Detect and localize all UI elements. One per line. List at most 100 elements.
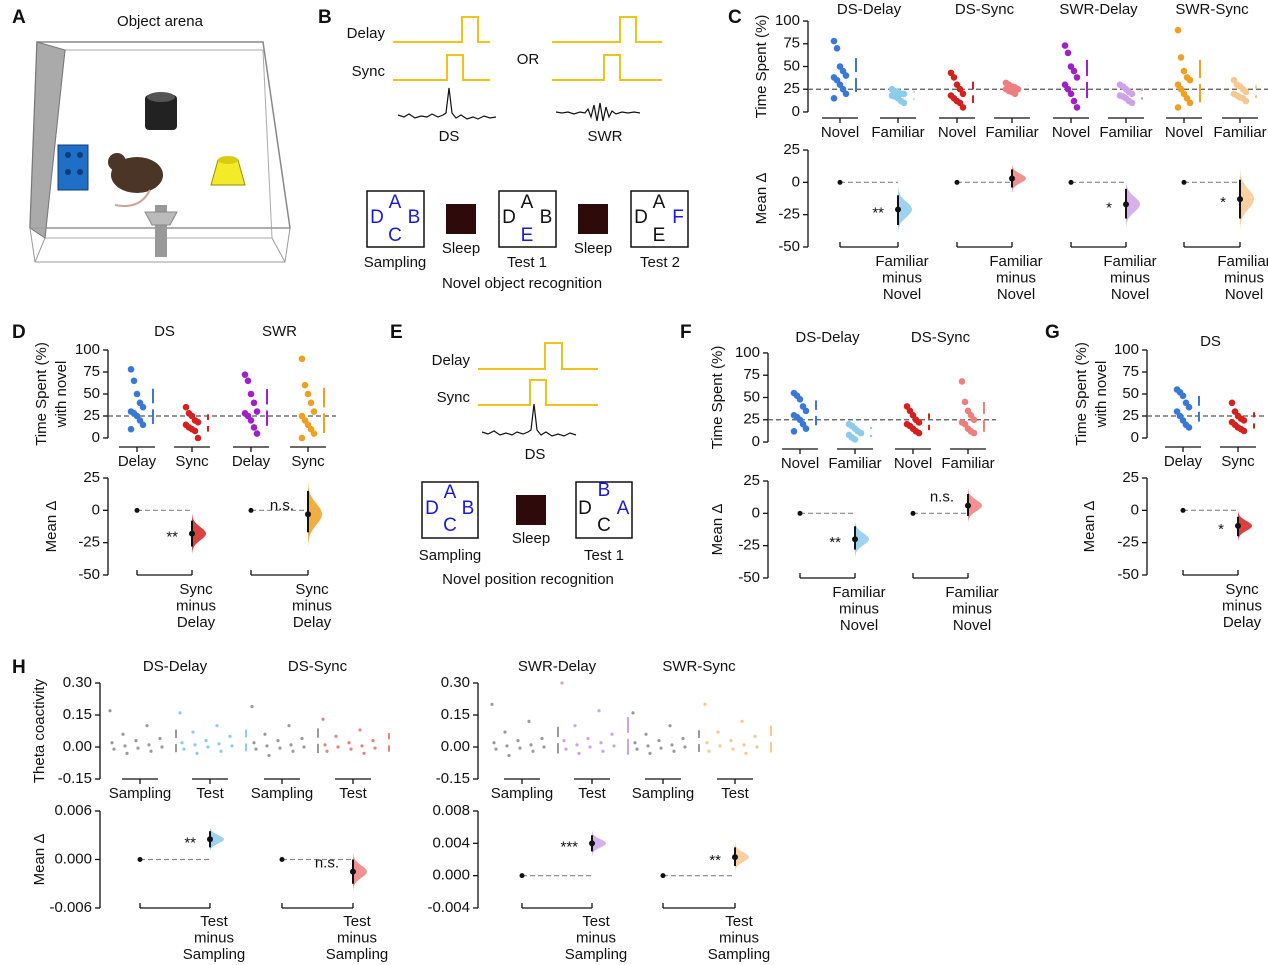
object-letter: D: [578, 498, 592, 519]
data-point: [610, 732, 614, 736]
y-tick-label: -50: [78, 566, 100, 583]
data-point: [1240, 427, 1248, 435]
data-point: [657, 739, 661, 743]
axis-title: Time Spent (%): [1073, 342, 1090, 446]
data-point: [1128, 90, 1136, 98]
data-point: [263, 732, 267, 736]
delta-point: [189, 530, 195, 537]
data-point: [802, 425, 810, 432]
delta-label: minus: [839, 600, 879, 617]
significance: *: [1220, 194, 1226, 211]
data-point: [635, 747, 639, 751]
data-point: [178, 711, 182, 715]
data-point: [193, 743, 197, 747]
y-tick-label: 0.30: [441, 674, 470, 691]
axis-title: with novel: [53, 361, 70, 429]
data-point: [529, 743, 533, 747]
object-letter: D: [634, 207, 648, 228]
data-point: [310, 430, 318, 437]
significance: **: [829, 534, 841, 551]
data-point: [1070, 97, 1078, 105]
x-tick-label: Novel: [1052, 124, 1090, 141]
data-point: [267, 753, 271, 758]
panel-title: DS-Sync: [955, 1, 1015, 18]
session-label: Sampling: [364, 254, 427, 271]
signal-label: Delay: [347, 25, 386, 42]
delta-label: Familiar: [875, 253, 928, 270]
delta-label: Novel: [953, 617, 991, 634]
delta-label: minus: [1222, 597, 1262, 614]
y-tick-label: 0.000: [432, 867, 470, 884]
object-letter: B: [598, 480, 611, 501]
data-point: [494, 747, 498, 751]
delta-point: [350, 868, 356, 875]
panel-title: DS-Delay: [837, 1, 902, 18]
object-letter: A: [617, 498, 630, 519]
data-point: [492, 741, 496, 745]
data-point: [915, 429, 923, 437]
x-tick-label: Familiar: [941, 455, 994, 472]
delta-point: [207, 836, 213, 843]
data-point: [961, 398, 969, 406]
delta-label: minus: [576, 929, 616, 946]
y-tick-label: 25: [83, 407, 100, 424]
data-point: [291, 749, 295, 753]
x-tick-label: Sync: [291, 453, 325, 470]
data-point: [1179, 392, 1187, 400]
panel-label: F: [680, 322, 692, 343]
data-point: [668, 724, 672, 728]
data-point: [127, 425, 135, 433]
object-letter: A: [444, 482, 457, 503]
data-point: [139, 421, 147, 429]
delta-point: [305, 511, 311, 518]
delta-label: minus: [337, 929, 377, 946]
reference-point: [954, 179, 960, 185]
panel-title: SWR-Sync: [1175, 1, 1249, 18]
panel-title: DS-Delay: [143, 658, 208, 675]
data-point: [265, 744, 269, 748]
data-point: [371, 739, 375, 743]
data-point: [1177, 54, 1185, 61]
y-tick-label: 0: [792, 173, 800, 190]
y-tick-label: 50: [743, 388, 760, 405]
data-point: [1128, 99, 1136, 107]
data-point: [742, 743, 746, 747]
data-point: [531, 749, 535, 753]
x-tick-label: Sampling: [632, 785, 695, 802]
data-point: [112, 747, 116, 751]
delta-distribution: [308, 482, 322, 546]
data-point: [1064, 49, 1072, 57]
delta-distribution: [592, 830, 606, 856]
data-point: [373, 746, 377, 750]
session-label: Sampling: [419, 547, 482, 564]
data-point: [194, 418, 202, 426]
delta-label: Sampling: [183, 946, 246, 963]
data-point: [310, 408, 318, 415]
data-point: [241, 371, 249, 378]
delta-label: Novel: [1225, 286, 1263, 303]
arena-illustration: Object arena: [29, 13, 291, 263]
event-label: DS: [525, 446, 546, 463]
y-tick-label: -0.004: [427, 899, 470, 916]
data-point: [206, 745, 210, 749]
arena-title: Object arena: [117, 13, 204, 30]
data-point: [302, 745, 306, 749]
x-tick-label: Novel: [781, 455, 819, 472]
data-point: [646, 744, 650, 748]
delta-label: Test: [343, 913, 371, 930]
data-point: [252, 741, 256, 745]
significance: *: [1218, 521, 1224, 538]
data-point: [1174, 104, 1182, 111]
delta-point: [1123, 201, 1129, 208]
x-tick-label: Sampling: [109, 785, 172, 802]
delta-distribution: [1126, 181, 1140, 228]
data-point: [145, 724, 149, 728]
data-point: [731, 747, 735, 751]
object-letter: C: [388, 225, 402, 246]
data-point: [130, 377, 138, 385]
significance: n.s.: [270, 497, 294, 514]
y-tick-label: 50: [783, 57, 800, 74]
delta-point: [1009, 175, 1015, 182]
axis-title: Time Spent (%): [33, 342, 50, 446]
delta-label: minus: [1224, 269, 1264, 286]
